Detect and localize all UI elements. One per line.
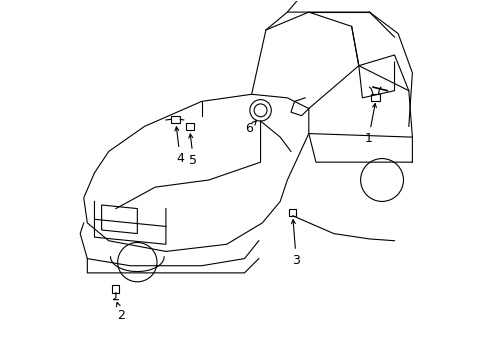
Text: 5: 5 xyxy=(188,134,197,167)
Text: 3: 3 xyxy=(291,220,300,267)
Text: 4: 4 xyxy=(175,127,184,165)
Text: 2: 2 xyxy=(116,302,125,322)
Text: 1: 1 xyxy=(364,104,376,145)
Text: 6: 6 xyxy=(245,121,256,135)
